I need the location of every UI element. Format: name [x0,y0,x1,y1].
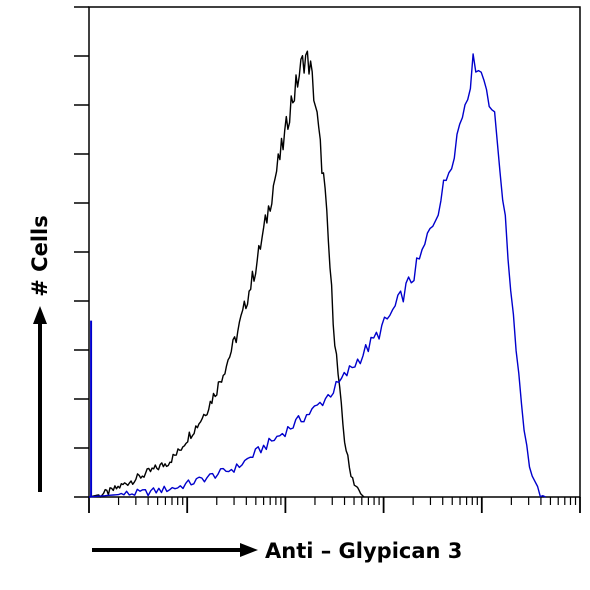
plot-frame [88,6,581,498]
x-axis-title: Anti – Glypican 3 [92,539,462,563]
plot-area [74,6,581,513]
x-axis-label: Anti – Glypican 3 [265,539,462,563]
y-axis-ticks [74,6,89,498]
series-line [88,50,365,498]
y-axis-arrow-head [33,306,47,324]
y-axis-title: # Cells [28,215,52,492]
series-layer [88,50,546,498]
x-axis-arrow-head [240,543,258,557]
series-line [88,53,546,498]
y-axis-label: # Cells [28,215,52,296]
x-axis-ticks [88,497,581,513]
